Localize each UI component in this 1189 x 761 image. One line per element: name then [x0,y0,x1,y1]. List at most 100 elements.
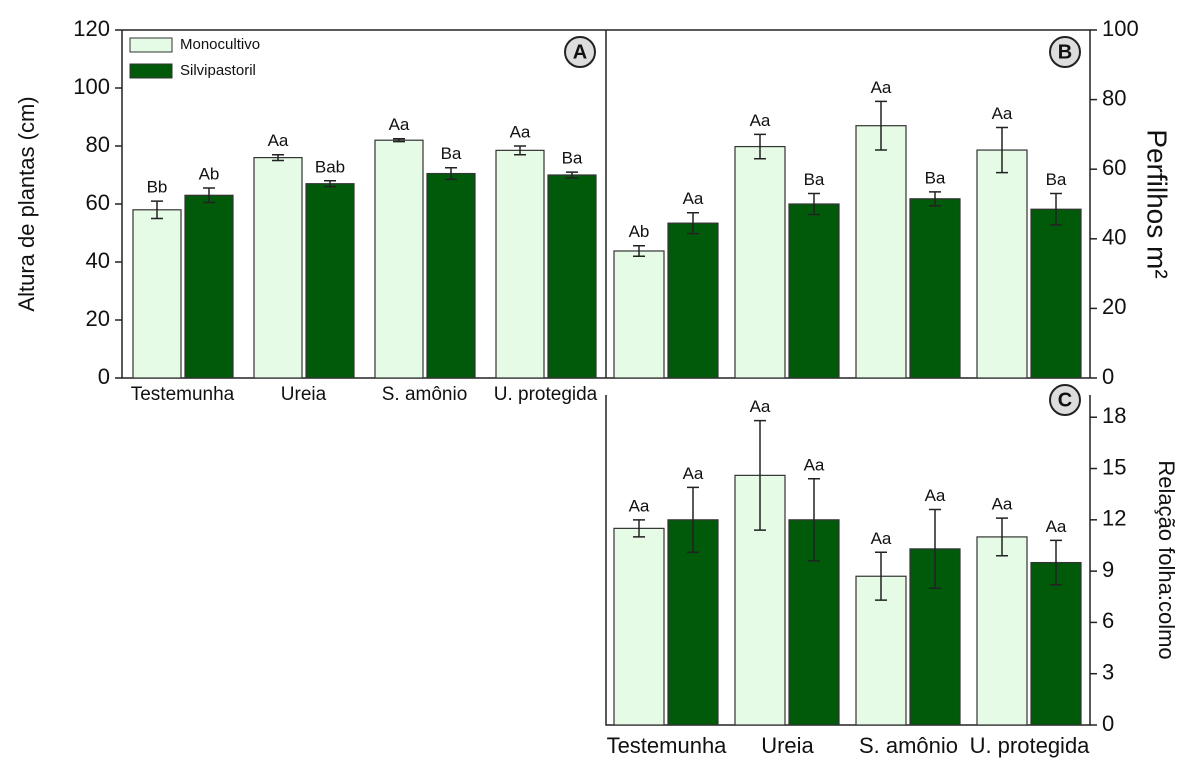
bar [667,519,719,726]
significance-label: Aa [992,104,1013,123]
y-tick-label: 12 [1102,506,1126,531]
y-tick-label: 60 [1102,155,1126,180]
bar [547,174,597,379]
panel-label: B [1058,41,1072,63]
y-tick-label: 80 [86,132,110,157]
significance-label: Ab [199,165,220,184]
bar [132,209,182,379]
error-bar [272,153,284,162]
y-tick-label: 0 [98,364,110,389]
y-tick-label: 100 [73,74,110,99]
bar [788,203,840,379]
significance-label: Ba [562,149,583,168]
significance-label: Aa [992,495,1013,514]
error-bar [1050,539,1062,586]
y-tick-label: 100 [1102,16,1139,41]
error-bar [875,551,887,601]
x-tick-label: Ureia [281,384,327,405]
bar [253,157,303,379]
y-tick-label: 120 [73,16,110,41]
bar [613,527,665,726]
bar [184,194,234,379]
error-bar [754,133,766,160]
panel-label: A [573,41,587,63]
y-tick-label: 0 [1102,711,1114,736]
bar [1030,208,1082,379]
panel-badge [1049,36,1081,68]
bar [909,198,961,379]
panel-label: C [1058,389,1072,411]
x-tick-label: S. amônio [859,733,958,758]
y-tick-label: 18 [1102,403,1126,428]
significance-label: Aa [750,111,771,130]
bar [374,139,424,379]
bar [613,250,665,379]
bar [855,575,907,726]
significance-label: Bb [147,178,168,197]
y-tick-label: 0 [1102,364,1114,389]
error-bar [566,171,578,179]
significance-label: Aa [683,464,704,483]
y-tick-label: 40 [1102,225,1126,250]
x-tick-label: U. protegida [970,733,1091,758]
error-bar [875,100,887,151]
error-bar [929,508,941,589]
significance-label: Aa [268,131,289,150]
significance-label: Aa [804,455,825,474]
significance-label: Aa [925,486,946,505]
legend-swatch [129,63,173,79]
x-tick-label: U. protegida [494,384,598,405]
error-bar [445,167,457,181]
bar [855,125,907,379]
bar [495,149,545,379]
significance-label: Ba [1046,170,1067,189]
x-tick-label: Ureia [761,733,814,758]
legend-swatch [129,37,173,53]
panel-badge [1049,384,1081,416]
significance-label: Aa [1046,517,1067,536]
significance-label: Ba [804,170,825,189]
error-bar [151,200,163,220]
bar [667,222,719,379]
significance-label: Aa [871,78,892,97]
significance-label: Ab [629,222,650,241]
error-bar [324,180,336,188]
significance-label: Ba [441,144,462,163]
error-bar [203,187,215,204]
significance-label: Aa [510,122,531,141]
error-bar [808,192,820,216]
bar [976,536,1028,726]
bar [1030,561,1082,726]
y-tick-label: 15 [1102,454,1126,479]
error-bar [996,517,1008,557]
error-bar [754,419,766,531]
significance-label: Ba [925,168,946,187]
error-bar [687,211,699,235]
bar [976,149,1028,379]
y-axis-label: Perfilhos m² [1142,129,1173,278]
error-bar [633,519,645,538]
bar [426,172,476,379]
significance-label: Aa [683,189,704,208]
frame-c [605,395,1091,726]
error-bar [687,486,699,554]
y-tick-label: 3 [1102,660,1114,685]
y-tick-label: 40 [86,248,110,273]
x-tick-label: Testemunha [607,733,728,758]
error-bar [1050,192,1062,226]
x-tick-label: Testemunha [131,384,235,405]
y-tick-label: 80 [1102,85,1126,110]
significance-label: Aa [750,397,771,416]
error-bar [393,138,405,143]
legend-label: Monocultivo [180,36,260,53]
y-tick-label: 6 [1102,608,1114,633]
x-tick-label: S. amônio [382,384,468,405]
error-bar [929,191,941,207]
bar [734,145,786,379]
y-axis-label: Relação folha:colmo [1154,460,1179,659]
y-axis-label: Altura de plantas (cm) [14,96,39,311]
significance-label: Bab [315,157,345,176]
error-bar [996,126,1008,174]
legend-label: Silvipastoril [180,62,256,79]
